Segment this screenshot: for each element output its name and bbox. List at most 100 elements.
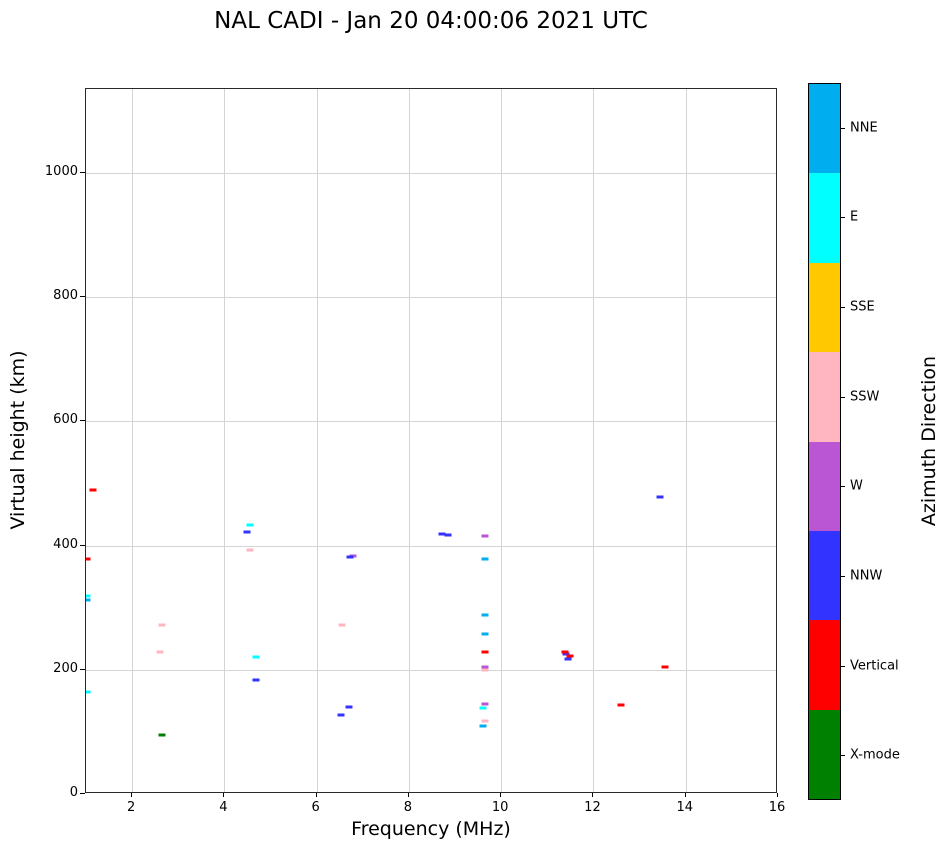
y-tick-label: 0 bbox=[69, 785, 78, 800]
echo-point bbox=[345, 705, 353, 709]
echo-point bbox=[561, 650, 569, 654]
x-tick-mark bbox=[407, 793, 409, 797]
colorbar-tick-mark bbox=[841, 665, 845, 667]
colorbar-tick-mark bbox=[841, 755, 845, 757]
x-axis-label: Frequency (MHz) bbox=[351, 818, 511, 840]
colorbar-entry-label: SSW bbox=[850, 389, 880, 405]
x-tick-mark bbox=[684, 793, 686, 797]
colorbar-entry-label: E bbox=[850, 209, 859, 225]
echo-point bbox=[438, 532, 446, 536]
echo-point bbox=[86, 557, 91, 561]
y-axis-label: Virtual height (km) bbox=[7, 350, 29, 530]
echo-point bbox=[481, 668, 489, 672]
y-tick-mark bbox=[80, 171, 85, 173]
x-tick-label: 8 bbox=[403, 800, 413, 815]
echo-point bbox=[617, 703, 625, 707]
y-tick-label: 600 bbox=[53, 412, 78, 428]
y-tick-label: 200 bbox=[53, 660, 78, 676]
x-tick-mark bbox=[131, 793, 133, 797]
plot-area bbox=[85, 88, 777, 793]
colorbar-segment-nne bbox=[809, 84, 840, 174]
colorbar-tick-mark bbox=[841, 575, 845, 577]
echo-point bbox=[481, 557, 489, 561]
gridline-x bbox=[501, 89, 503, 792]
x-tick-mark bbox=[777, 793, 778, 797]
echo-point bbox=[481, 702, 489, 706]
echo-point bbox=[246, 523, 254, 527]
echo-point bbox=[86, 690, 91, 693]
gridline-x bbox=[685, 89, 687, 792]
echo-point bbox=[562, 652, 570, 656]
gridline-y bbox=[86, 669, 776, 671]
echo-point bbox=[156, 650, 164, 654]
x-tick-mark bbox=[592, 793, 594, 797]
echo-point bbox=[89, 488, 97, 492]
gridline-x bbox=[132, 89, 134, 792]
y-tick-mark bbox=[80, 668, 85, 670]
colorbar-entry-label: SSE bbox=[850, 299, 875, 315]
echo-point bbox=[86, 594, 91, 598]
colorbar-entry-label: W bbox=[850, 478, 863, 494]
x-tick-label: 4 bbox=[219, 800, 228, 815]
colorbar-tick-mark bbox=[841, 307, 845, 309]
x-tick-label: 14 bbox=[676, 800, 693, 815]
echo-point bbox=[444, 533, 452, 537]
echo-point bbox=[158, 623, 166, 627]
echo-point bbox=[252, 678, 260, 682]
x-tick-mark bbox=[500, 793, 502, 797]
colorbar-tick-mark bbox=[841, 127, 845, 129]
y-tick-mark bbox=[80, 544, 85, 546]
chart-title: NAL CADI - Jan 20 04:00:06 2021 UTC bbox=[214, 8, 648, 34]
x-tick-label: 16 bbox=[768, 800, 786, 815]
gridline-y bbox=[86, 421, 776, 423]
echo-point bbox=[243, 530, 251, 534]
colorbar-segment-nnw bbox=[809, 530, 840, 621]
gridline-x bbox=[224, 89, 226, 792]
echo-point bbox=[479, 706, 487, 710]
echo-point bbox=[86, 598, 91, 602]
x-tick-label: 6 bbox=[311, 800, 320, 815]
gridline-x bbox=[593, 89, 595, 792]
y-tick-mark bbox=[80, 793, 85, 794]
colorbar-tick-mark bbox=[841, 396, 845, 398]
x-tick-label: 10 bbox=[491, 800, 509, 815]
y-tick-mark bbox=[80, 420, 85, 422]
echo-point bbox=[346, 555, 354, 559]
y-tick-label: 400 bbox=[53, 536, 78, 552]
gridline-x bbox=[408, 89, 410, 792]
echo-point bbox=[252, 655, 260, 659]
colorbar-segment-x-mode bbox=[809, 709, 840, 799]
colorbar-segment-sse bbox=[809, 262, 840, 353]
gridline-x bbox=[316, 89, 318, 792]
echo-point bbox=[481, 665, 489, 669]
colorbar-entry-label: NNE bbox=[850, 120, 878, 136]
y-tick-label: 1000 bbox=[44, 163, 78, 179]
echo-point bbox=[661, 665, 669, 669]
echo-point bbox=[564, 657, 572, 661]
echo-point bbox=[481, 613, 489, 617]
colorbar-segment-w bbox=[809, 441, 840, 531]
colorbar-segment-e bbox=[809, 173, 840, 263]
y-tick-label: 800 bbox=[53, 288, 78, 304]
x-tick-label: 2 bbox=[126, 800, 136, 815]
x-tick-mark bbox=[223, 793, 225, 797]
colorbar-entry-label: X-mode bbox=[850, 747, 900, 763]
echo-point bbox=[566, 654, 574, 658]
echo-point bbox=[656, 495, 664, 499]
x-tick-mark bbox=[315, 793, 317, 797]
echo-point bbox=[481, 632, 489, 636]
echo-point bbox=[338, 623, 346, 627]
colorbar-axis-label: Azimuth Direction bbox=[918, 355, 940, 527]
colorbar-tick-mark bbox=[841, 217, 845, 219]
colorbar-entry-label: NNW bbox=[850, 568, 883, 584]
echo-point bbox=[158, 733, 166, 737]
echo-point bbox=[481, 650, 489, 654]
echo-point bbox=[337, 713, 345, 717]
colorbar-entry-label: Vertical bbox=[850, 658, 899, 674]
colorbar-segment-ssw bbox=[809, 352, 840, 442]
gridline-y bbox=[86, 297, 776, 299]
echo-point bbox=[246, 548, 254, 552]
gridline-y bbox=[86, 172, 776, 174]
colorbar-segment-vertical bbox=[809, 620, 840, 710]
